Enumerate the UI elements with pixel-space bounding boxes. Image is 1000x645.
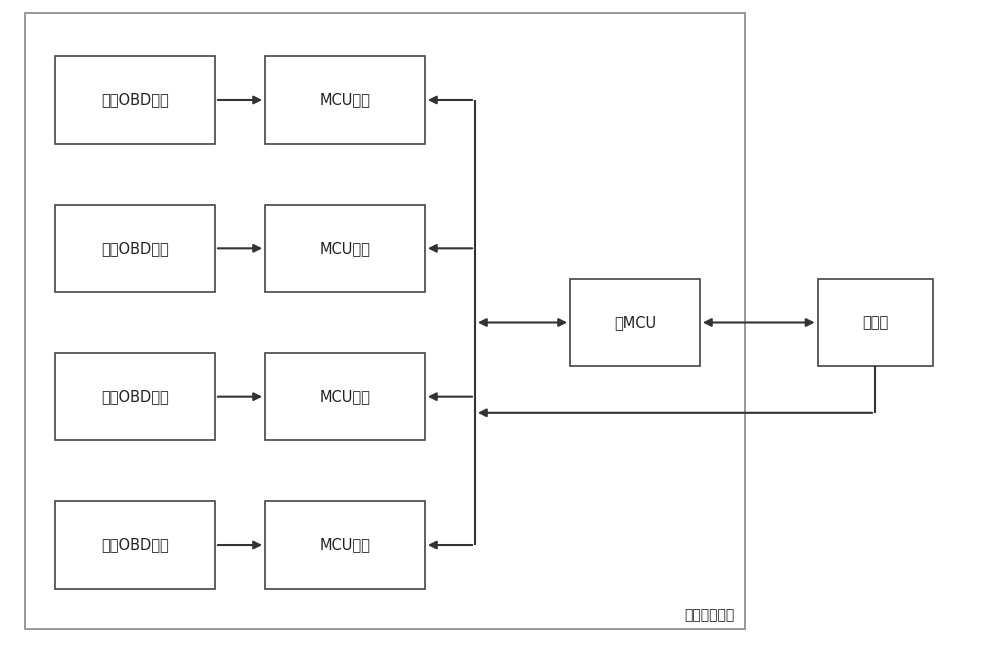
Bar bbox=[265, 353, 425, 440]
Bar bbox=[55, 205, 215, 292]
Bar bbox=[55, 502, 215, 588]
Text: MCU外设: MCU外设 bbox=[320, 241, 370, 256]
Bar bbox=[55, 353, 215, 440]
Text: 车载OBD设备: 车载OBD设备 bbox=[101, 92, 169, 108]
Bar bbox=[570, 279, 700, 366]
Text: MCU外设: MCU外设 bbox=[320, 389, 370, 404]
Text: MCU外设: MCU外设 bbox=[320, 537, 370, 553]
Bar bbox=[265, 205, 425, 292]
Text: 车载OBD设备: 车载OBD设备 bbox=[101, 537, 169, 553]
Bar bbox=[265, 502, 425, 588]
Text: 标定测试平台: 标定测试平台 bbox=[685, 608, 735, 622]
Text: 主MCU: 主MCU bbox=[614, 315, 656, 330]
Bar bbox=[265, 57, 425, 144]
Text: 车载OBD设备: 车载OBD设备 bbox=[101, 241, 169, 256]
Text: MCU外设: MCU外设 bbox=[320, 92, 370, 108]
Text: 车载OBD设备: 车载OBD设备 bbox=[101, 389, 169, 404]
Bar bbox=[55, 57, 215, 144]
Bar bbox=[25, 13, 745, 629]
Text: 计算机: 计算机 bbox=[862, 315, 888, 330]
Bar bbox=[818, 279, 932, 366]
